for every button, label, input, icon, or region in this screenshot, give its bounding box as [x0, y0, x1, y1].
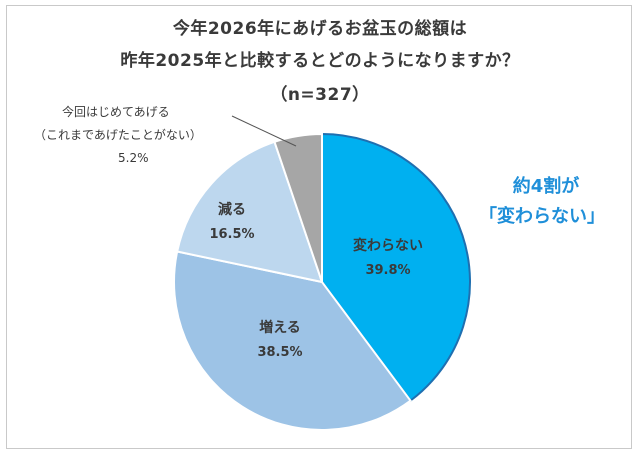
highlight-text-line-2: 「変わらない」 — [479, 206, 605, 227]
slice-decrease-label: 減る — [218, 201, 246, 218]
slice-first-time — [273, 132, 323, 283]
chart-title-line-2: 昨年2025年と比較するとどのようになりますか？ — [120, 51, 520, 71]
slice-no-change-label: 変わらない — [353, 237, 423, 254]
chart-title-line-1: 今年2026年にあげるお盆玉の総額は — [172, 19, 468, 39]
slice-decrease-value: 16.5% — [209, 227, 254, 242]
slice-increase — [173, 250, 412, 431]
slice-no-change — [321, 132, 471, 403]
slice-increase-value: 38.5% — [257, 345, 302, 360]
slice-no-change-value: 39.8% — [365, 263, 410, 278]
slice-increase-label: 増える — [259, 319, 301, 336]
callout-leader-line — [231, 115, 297, 147]
highlight-text-line-1: 約4割が — [512, 176, 580, 197]
callout-label-line-1: 今回はじめてあげる — [62, 104, 170, 119]
callout-label-line-2: （これまであげたことがない） — [34, 127, 202, 142]
slice-first-time-value: 5.2% — [118, 151, 149, 165]
chart-title-sample-size: （n=327） — [270, 85, 370, 105]
